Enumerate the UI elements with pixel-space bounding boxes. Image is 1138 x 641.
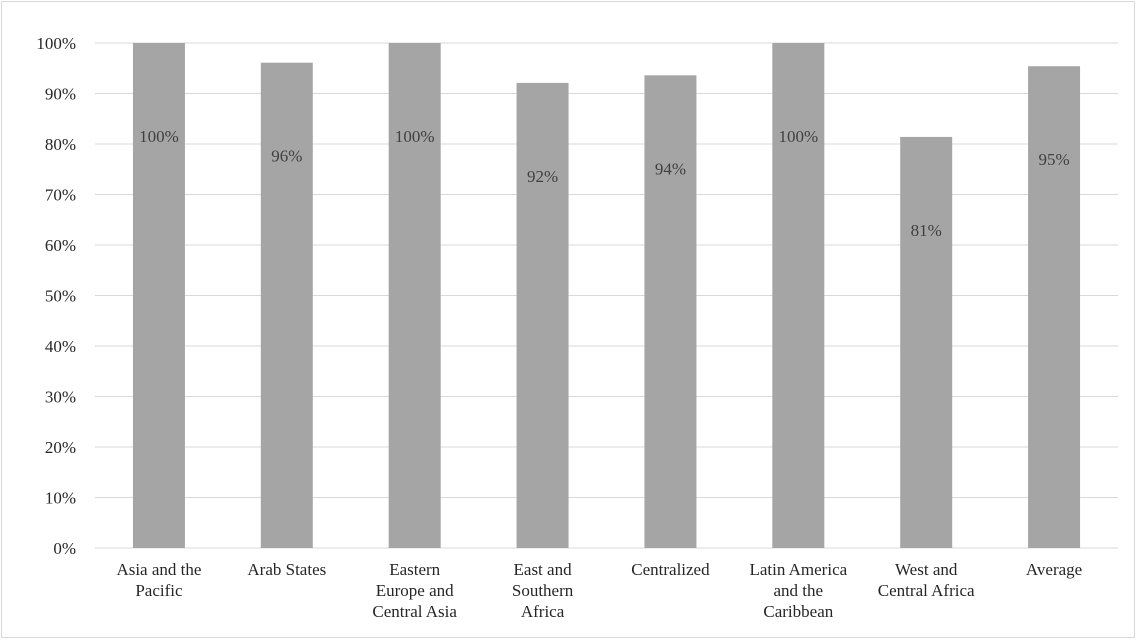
bar bbox=[644, 75, 697, 548]
bar bbox=[132, 43, 185, 548]
category-label: Eastern Europe and Central Asia bbox=[372, 560, 457, 621]
y-tick-label: 20% bbox=[45, 438, 76, 457]
data-label: 96% bbox=[271, 147, 302, 166]
y-tick-label: 90% bbox=[45, 85, 76, 104]
data-label: 100% bbox=[778, 127, 818, 146]
y-tick-label: 100% bbox=[36, 34, 76, 53]
data-labels: 100% 96% 100% 92% 94% 100% 81% 95% bbox=[139, 127, 1070, 240]
data-label: 81% bbox=[911, 221, 942, 240]
y-tick-label: 30% bbox=[45, 388, 76, 407]
bar bbox=[1028, 66, 1081, 548]
data-label: 92% bbox=[527, 167, 558, 186]
data-label: 100% bbox=[139, 127, 179, 146]
category-label-line: Average bbox=[1026, 560, 1082, 579]
category-label: West and Central Africa bbox=[878, 560, 975, 600]
category-label-line: Latin America bbox=[749, 560, 847, 579]
category-label-line: Caribbean bbox=[763, 602, 833, 621]
category-label: Centralized bbox=[631, 560, 710, 579]
category-label-line: West and bbox=[895, 560, 958, 579]
category-label-line: Europe and bbox=[376, 581, 454, 600]
category-label-line: Pacific bbox=[135, 581, 183, 600]
bar bbox=[900, 136, 953, 548]
gridlines bbox=[95, 42, 1118, 549]
category-label-line: Arab States bbox=[247, 560, 326, 579]
bars bbox=[132, 43, 1081, 549]
category-label-line: East and bbox=[514, 560, 573, 579]
y-tick-label: 10% bbox=[45, 489, 76, 508]
data-label: 95% bbox=[1038, 150, 1069, 169]
bar bbox=[516, 82, 569, 549]
category-label-line: Southern bbox=[512, 581, 574, 600]
category-label: Latin America and the Caribbean bbox=[749, 560, 847, 621]
category-label-line: and the bbox=[774, 581, 824, 600]
y-tick-label: 70% bbox=[45, 186, 76, 205]
data-label: 94% bbox=[655, 159, 686, 178]
category-label: Average bbox=[1026, 560, 1082, 579]
bar bbox=[260, 62, 313, 548]
bar bbox=[388, 43, 441, 548]
category-label: Asia and the Pacific bbox=[116, 560, 201, 600]
y-tick-label: 50% bbox=[45, 287, 76, 306]
y-tick-label: 80% bbox=[45, 135, 76, 154]
category-label-line: Central Africa bbox=[878, 581, 975, 600]
category-label-line: Central Asia bbox=[372, 602, 457, 621]
y-tick-label: 40% bbox=[45, 337, 76, 356]
y-tick-label: 60% bbox=[45, 236, 76, 255]
category-label-line: Centralized bbox=[631, 560, 710, 579]
category-label: Arab States bbox=[247, 560, 326, 579]
y-axis-tick-labels: 0% 10% 20% 30% 40% 50% 60% 70% 80% 90% 100% bbox=[36, 34, 76, 558]
category-label-line: Asia and the bbox=[116, 560, 201, 579]
bar bbox=[772, 43, 825, 548]
category-label-line: Africa bbox=[521, 602, 565, 621]
category-label: East and Southern Africa bbox=[512, 560, 574, 621]
category-label-line: Eastern bbox=[389, 560, 440, 579]
x-axis-category-labels: Asia and the Pacific Arab States Eastern Eur… bbox=[116, 560, 1082, 621]
y-tick-label: 0% bbox=[53, 539, 76, 558]
data-label: 100% bbox=[395, 127, 435, 146]
